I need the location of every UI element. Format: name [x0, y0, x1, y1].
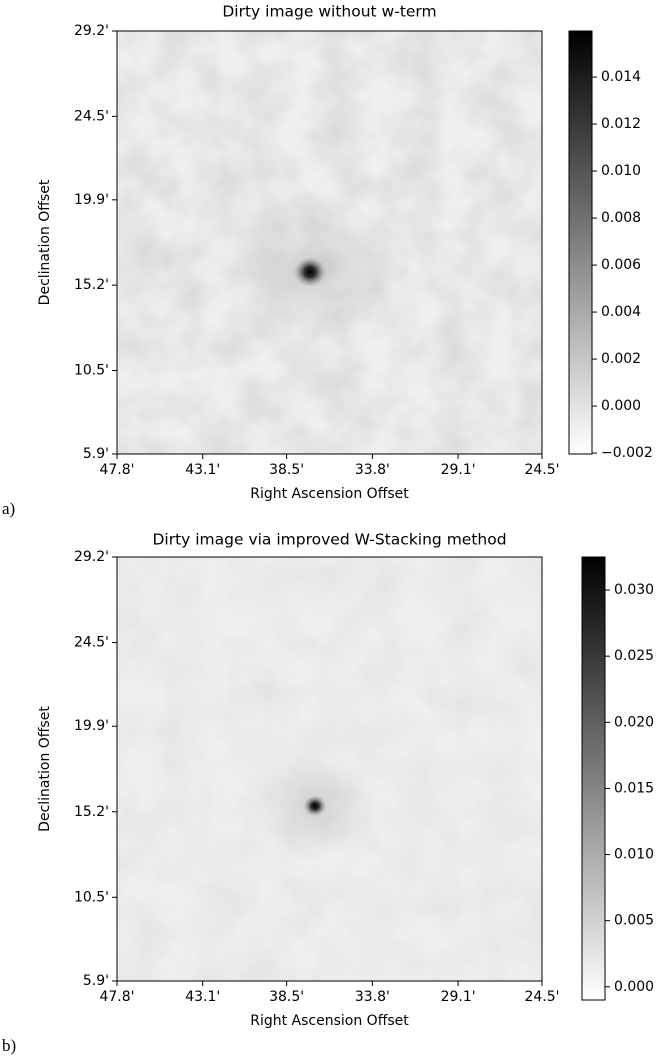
- chart-title: Dirty image without w-term: [222, 3, 436, 21]
- x-tick-label: 29.1': [441, 462, 476, 478]
- x-tick-label: 33.8': [355, 462, 390, 478]
- x-tick-label: 47.8': [99, 989, 134, 1005]
- source: [294, 257, 326, 287]
- x-tick-label: 33.8': [355, 989, 390, 1005]
- colorbar-tick-label: 0.005: [614, 913, 654, 929]
- colorbar-tick-label: 0.010: [614, 847, 654, 863]
- colorbar-tick-label: 0.015: [614, 780, 654, 796]
- axes-frame: [116, 556, 543, 982]
- colorbar-tick-label: 0.000: [614, 979, 654, 995]
- y-axis-label: Declination Offset: [37, 706, 53, 832]
- y-tick-label: 19.9': [74, 718, 109, 734]
- panel-label: a): [2, 499, 15, 518]
- axes-frame: [116, 30, 543, 455]
- y-tick-label: 24.5': [74, 635, 109, 651]
- x-tick-label: 24.5': [524, 989, 559, 1005]
- colorbar: [581, 556, 606, 1001]
- panel-label: b): [2, 1036, 16, 1055]
- colorbar-tick-label: 0.006: [601, 257, 641, 273]
- x-tick-label: 43.1': [185, 989, 220, 1005]
- chart-title: Dirty image via improved W-Stacking meth…: [152, 531, 506, 549]
- colorbar: [568, 30, 593, 455]
- colorbar-tick-label: 0.004: [601, 304, 641, 320]
- x-axis-label: Right Ascension Offset: [250, 486, 409, 502]
- x-tick-label: 43.1': [185, 462, 220, 478]
- colorbar-tick-label: 0.020: [614, 714, 654, 730]
- y-tick-label: 29.2': [74, 549, 109, 565]
- y-tick-label: 15.2': [74, 804, 109, 820]
- colorbar-tick-label: 0.010: [601, 163, 641, 179]
- colorbar-tick-label: 0.002: [601, 351, 641, 367]
- colorbar-tick-label: 0.008: [601, 210, 641, 226]
- y-tick-label: 5.9': [83, 446, 109, 462]
- colorbar-tick-label: 0.030: [614, 582, 654, 598]
- y-tick-label: 15.2': [74, 277, 109, 293]
- colorbar-tick-label: 0.014: [601, 69, 641, 85]
- y-tick-label: 5.9': [83, 973, 109, 989]
- colorbar-tick-label: −0.002: [601, 445, 653, 461]
- y-tick-label: 10.5': [74, 362, 109, 378]
- source: [303, 795, 327, 817]
- y-axis-label: Declination Offset: [37, 179, 53, 305]
- colorbar-tick-label: 0.025: [614, 648, 654, 664]
- y-tick-label: 24.5': [74, 108, 109, 124]
- y-tick-label: 10.5': [74, 889, 109, 905]
- x-tick-label: 29.1': [441, 989, 476, 1005]
- y-tick-label: 19.9': [74, 192, 109, 208]
- x-tick-label: 38.5': [269, 989, 304, 1005]
- y-tick-label: 29.2': [74, 23, 109, 39]
- x-tick-label: 24.5': [524, 462, 559, 478]
- colorbar-tick-label: 0.012: [601, 116, 641, 132]
- x-tick-label: 38.5': [269, 462, 304, 478]
- colorbar-tick-label: 0.000: [601, 398, 641, 414]
- x-axis-label: Right Ascension Offset: [250, 1013, 409, 1029]
- x-tick-label: 47.8': [99, 462, 134, 478]
